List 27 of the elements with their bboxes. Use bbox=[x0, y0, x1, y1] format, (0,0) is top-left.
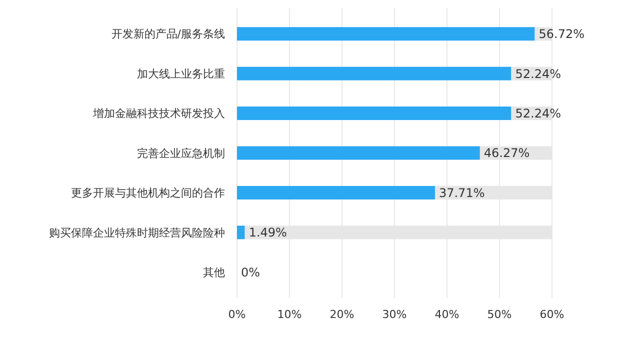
y-tick-label: 其他 bbox=[203, 266, 225, 279]
x-tick-label: 60% bbox=[540, 308, 564, 321]
data-label: 0% bbox=[241, 265, 260, 280]
bar bbox=[237, 27, 535, 41]
bar bbox=[237, 146, 480, 160]
y-tick-label: 完善企业应急机制 bbox=[137, 146, 225, 160]
y-tick-label: 开发新的产品/服务条线 bbox=[111, 28, 225, 41]
x-tick-label: 10% bbox=[277, 308, 302, 321]
data-label: 56.72% bbox=[538, 27, 585, 42]
bar bbox=[237, 66, 512, 80]
data-label: 52.24% bbox=[515, 106, 562, 120]
data-label: 52.24% bbox=[515, 66, 562, 81]
x-tick-label: 50% bbox=[487, 308, 512, 321]
bar bbox=[237, 106, 512, 120]
x-tick-label: 20% bbox=[330, 308, 354, 321]
data-label: 46.27% bbox=[484, 146, 530, 160]
y-tick-label: 增加金融科技技术研发投入 bbox=[92, 107, 225, 120]
data-label: 37.71% bbox=[438, 186, 485, 200]
data-label: 1.49% bbox=[248, 226, 287, 240]
y-tick-label: 加大线上业务比重 bbox=[137, 67, 225, 80]
bar bbox=[237, 186, 435, 200]
x-tick-label: 40% bbox=[434, 308, 460, 321]
y-tick-label: 更多开展与其他机构之间的合作 bbox=[71, 186, 225, 200]
y-tick-label: 购买保障企业特殊时期经营风险险种 bbox=[49, 226, 225, 240]
x-tick-label: 30% bbox=[382, 308, 407, 321]
x-tick-label: 0% bbox=[228, 308, 246, 321]
bar bbox=[237, 226, 245, 240]
